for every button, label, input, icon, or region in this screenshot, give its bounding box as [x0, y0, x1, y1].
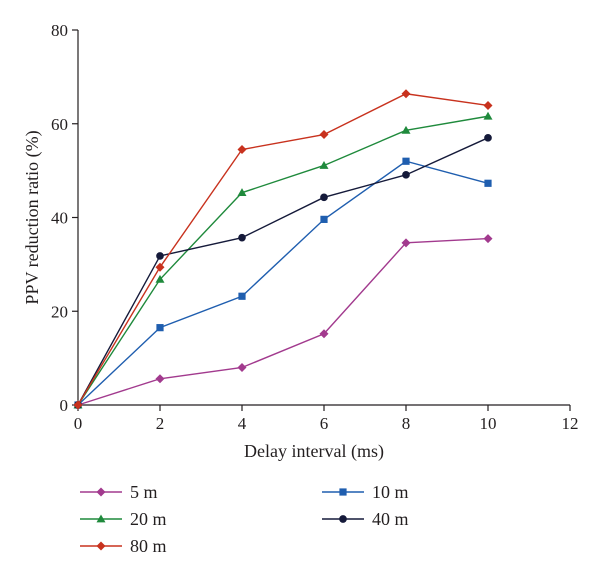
data-point	[483, 111, 493, 120]
legend-label: 80 m	[130, 536, 167, 556]
legend-label: 40 m	[372, 509, 409, 529]
legend-marker	[339, 515, 347, 523]
series-line	[77, 160, 489, 406]
x-tick-label: 4	[238, 414, 247, 433]
data-point	[402, 157, 410, 165]
x-tick-label: 6	[320, 414, 329, 433]
y-tick-label: 0	[60, 396, 69, 415]
data-point	[401, 89, 411, 99]
data-point	[319, 329, 329, 339]
legend-item: 40 m	[322, 509, 409, 529]
series-40m	[74, 133, 492, 409]
series-line	[77, 137, 489, 406]
data-point	[320, 193, 328, 202]
data-point	[237, 363, 247, 372]
series-80m	[73, 89, 493, 410]
series-20m	[73, 111, 493, 409]
legend-label: 10 m	[372, 482, 409, 502]
legend-label: 5 m	[130, 482, 158, 502]
data-point	[155, 374, 165, 384]
data-point	[73, 400, 83, 410]
y-tick-label: 80	[51, 21, 68, 40]
series-layer	[73, 89, 493, 410]
legend-marker	[96, 541, 106, 551]
series-line	[77, 237, 489, 406]
data-point	[483, 234, 493, 244]
data-point	[319, 130, 329, 140]
legend-label: 20 m	[130, 509, 167, 529]
data-point	[484, 133, 492, 142]
legend-marker	[96, 514, 106, 523]
series-5m	[73, 234, 493, 410]
y-tick-label: 40	[51, 209, 68, 228]
x-tick-label: 8	[402, 414, 411, 433]
data-point	[237, 145, 247, 155]
data-point	[155, 262, 165, 272]
data-point	[238, 233, 246, 242]
data-point	[156, 324, 164, 332]
data-point	[237, 188, 247, 197]
data-point	[319, 160, 329, 169]
x-axis-title: Delay interval (ms)	[244, 441, 384, 462]
legend-item: 20 m	[80, 509, 167, 529]
y-tick-label: 60	[51, 115, 68, 134]
x-tick-label: 2	[156, 414, 165, 433]
y-axis-title: PPV reduction ratio (%)	[22, 130, 43, 304]
data-point	[483, 100, 493, 110]
x-tick-label: 12	[562, 414, 579, 433]
ticks: 0 2 4 6 8 10 12 0 20 40 60 80	[51, 21, 579, 433]
legend-marker	[96, 487, 106, 497]
legend-item: 5 m	[80, 482, 158, 502]
data-point	[402, 171, 410, 179]
data-point	[320, 215, 328, 223]
series-line	[77, 93, 489, 406]
series-line	[77, 115, 489, 406]
series-10m	[74, 157, 492, 409]
x-tick-label: 0	[74, 414, 83, 433]
legend-marker	[339, 488, 347, 496]
x-tick-label: 10	[480, 414, 497, 433]
data-point	[484, 179, 492, 187]
y-tick-label: 20	[51, 302, 68, 321]
data-point	[238, 292, 246, 300]
data-point	[401, 238, 411, 248]
data-point	[155, 274, 165, 283]
legend-item: 80 m	[80, 536, 167, 556]
data-point	[156, 252, 164, 260]
legend: 5 m 10 m 20 m 40 m 80 m	[80, 482, 409, 556]
legend-item: 10 m	[322, 482, 409, 502]
data-point	[401, 125, 411, 134]
